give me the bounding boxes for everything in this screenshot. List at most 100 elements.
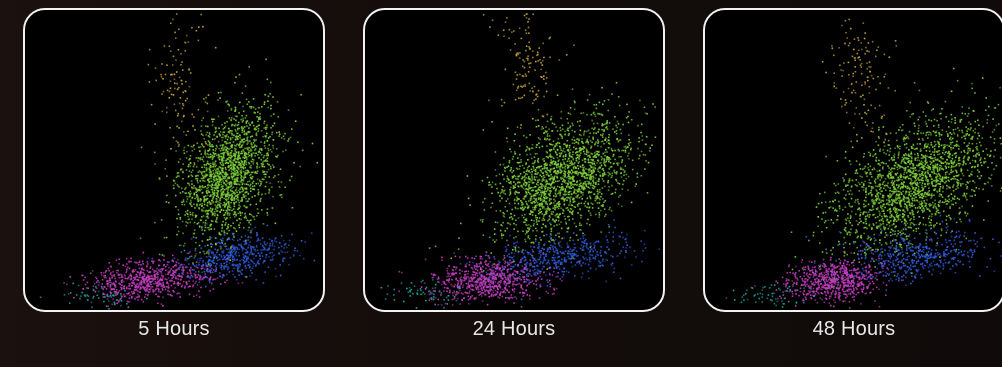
scatter-point: [247, 192, 249, 195]
scatter-point: [588, 169, 590, 172]
scatter-point: [249, 140, 251, 142]
scatter-point: [273, 166, 275, 168]
scatter-point: [243, 261, 246, 263]
scatter-point: [483, 209, 486, 211]
scatter-point: [209, 278, 211, 281]
scatter-point: [194, 214, 197, 217]
scatter-point: [501, 188, 503, 191]
scatter-point: [580, 134, 582, 137]
scatter-point: [274, 222, 277, 225]
scatter-point: [154, 67, 157, 69]
scatter-point: [558, 232, 560, 235]
scatter-point: [244, 205, 247, 208]
scatter-point: [610, 209, 613, 212]
scatter-point: [592, 112, 594, 115]
scatter-point: [563, 172, 565, 175]
scatter-point: [230, 250, 233, 253]
scatter-point: [108, 281, 111, 284]
scatter-point: [573, 222, 576, 225]
scatter-point: [220, 246, 223, 248]
scatter-point: [186, 150, 188, 153]
scatter-point: [609, 161, 612, 164]
scatter-point: [233, 147, 236, 150]
scatter-point: [246, 137, 248, 139]
scatter-point: [241, 186, 243, 188]
scatter-point: [157, 283, 159, 285]
scatter-point: [228, 229, 230, 232]
scatter-point: [187, 130, 189, 133]
scatter-point: [94, 290, 97, 293]
scatter-point: [608, 168, 611, 170]
scatter-point: [591, 184, 594, 187]
scatter-point: [482, 14, 485, 16]
scatter-point: [221, 139, 224, 142]
scatter-point: [248, 101, 250, 103]
scatter-point: [573, 199, 575, 201]
scatter-point: [231, 195, 233, 198]
scatter-point: [245, 156, 247, 159]
scatter-point: [151, 280, 154, 283]
scatter-point: [543, 200, 546, 202]
scatter-point: [545, 150, 548, 153]
scatter-point: [108, 262, 111, 264]
scatter-point: [219, 199, 221, 202]
scatter-point: [621, 149, 623, 152]
scatter-point: [107, 305, 109, 307]
scatter-point: [112, 271, 114, 273]
scatter-point: [131, 281, 133, 284]
scatter-point: [208, 136, 211, 138]
scatter-point: [549, 36, 551, 39]
scatter-point: [98, 281, 100, 284]
scatter-point: [232, 141, 235, 143]
scatter-point: [490, 252, 493, 254]
scatter-point: [109, 273, 112, 275]
scatter-point: [515, 89, 518, 92]
scatter-point: [592, 175, 595, 177]
scatter-point: [316, 162, 319, 164]
scatter-point: [554, 207, 557, 209]
scatter-point: [258, 254, 261, 256]
scatter-point: [203, 170, 206, 173]
scatter-point: [216, 194, 219, 197]
scatter-point: [148, 288, 150, 291]
scatter-point: [567, 193, 570, 196]
scatter-point: [225, 174, 228, 176]
scatter-point: [136, 296, 139, 298]
scatter-point: [273, 248, 275, 251]
scatter-point: [209, 209, 211, 211]
scatter-point: [558, 59, 561, 61]
scatter-point: [586, 197, 589, 199]
scatter-point: [182, 191, 184, 193]
scatter-point: [528, 228, 530, 231]
scatter-point: [581, 175, 583, 178]
scatter-point: [562, 177, 564, 179]
scatter-point: [216, 154, 218, 157]
scatter-point: [569, 187, 571, 190]
scatter-point: [252, 215, 254, 218]
scatter-point: [268, 192, 270, 194]
scatter-point: [223, 178, 226, 180]
scatter-point: [207, 239, 209, 241]
scatter-point: [230, 181, 232, 183]
scatter-point: [172, 274, 175, 276]
scatter-point: [265, 128, 267, 130]
scatter-point: [172, 55, 175, 58]
scatter-point: [142, 263, 144, 265]
scatter-point: [566, 149, 569, 152]
scatter-point: [147, 294, 149, 297]
scatter-point: [540, 128, 543, 131]
scatter-point: [502, 221, 504, 224]
scatter-point: [251, 246, 254, 248]
scatter-point: [552, 207, 554, 209]
scatter-point: [255, 203, 258, 205]
scatter-point: [490, 206, 492, 209]
scatter-point: [216, 181, 219, 183]
scatter-point: [134, 286, 136, 288]
scatter-point: [230, 119, 232, 122]
scatter-point: [585, 185, 588, 188]
scatter-point: [206, 252, 208, 254]
scatter-point: [67, 293, 70, 295]
scatter-point: [166, 281, 169, 283]
scatter-point: [265, 181, 268, 184]
scatter-point: [175, 265, 178, 267]
